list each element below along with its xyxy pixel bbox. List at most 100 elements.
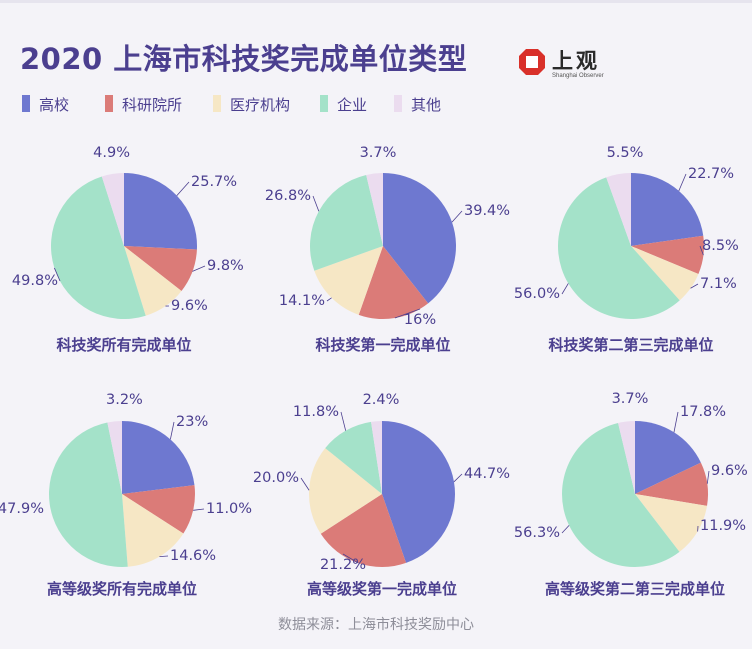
data-label: 17.8% [680, 404, 726, 420]
leader-line [170, 421, 175, 440]
pie-slice-企业 [51, 176, 146, 319]
legend-label: 企业 [337, 96, 368, 114]
pie-slice-高校 [124, 173, 197, 250]
pie-chart: 17.8% 9.6% 11.9% 56.3% 3.7% 高等级奖第二第三完成单位 [514, 391, 748, 598]
pie-slice-其他 [618, 421, 635, 494]
pie-slice-医疗机构 [309, 448, 382, 534]
pie-slice-高校 [382, 421, 455, 563]
leader-line [159, 555, 169, 558]
leader-line [300, 477, 310, 491]
data-label: 23% [176, 414, 208, 430]
pie-slice-企业 [325, 421, 382, 494]
data-label: 3.7% [612, 391, 649, 407]
leader-line [699, 245, 704, 256]
chart-title: 高等级奖所有完成单位 [47, 580, 197, 598]
data-label: 4.9% [93, 145, 130, 161]
pie-slice-科研院所 [122, 485, 195, 534]
data-label: 9.6% [171, 298, 208, 314]
pie-slice-科研院所 [635, 462, 709, 506]
pie-slice-医疗机构 [124, 246, 182, 316]
brand-name: 上观 [552, 49, 600, 73]
data-label: 25.7% [191, 174, 237, 190]
legend-label: 高校 [39, 96, 70, 114]
data-label: 56.3% [514, 525, 560, 541]
data-label: 3.2% [106, 392, 143, 408]
chart-title: 科技奖第二第三完成单位 [548, 336, 713, 354]
leader-line [312, 195, 320, 212]
pie-slice-高校 [383, 173, 456, 304]
pie-slice-科研院所 [124, 246, 197, 291]
data-label: 39.4% [464, 203, 510, 219]
data-label: 11.9% [700, 518, 746, 534]
pie-slice-其他 [366, 173, 383, 246]
data-label: 16% [404, 312, 436, 328]
data-label: 3.7% [360, 145, 397, 161]
page-title: 2020 上海市科技奖完成单位类型 [20, 42, 468, 76]
pie-slice-科研院所 [358, 246, 429, 319]
data-label: 49.8% [12, 273, 58, 289]
legend-label: 其他 [411, 96, 442, 114]
leader-line [561, 525, 570, 534]
data-label: 7.1% [700, 276, 737, 292]
leader-line [451, 210, 463, 223]
data-label: 20.0% [253, 470, 299, 486]
pie-slice-企业 [48, 422, 128, 568]
data-label: 2.4% [363, 392, 400, 408]
legend-swatch [320, 95, 328, 112]
leader-line [340, 411, 347, 431]
data-source: 数据来源：上海市科技奖励中心 [278, 617, 474, 633]
pie-slice-高校 [635, 421, 701, 494]
legend-swatch [105, 95, 113, 112]
pie-slice-企业 [310, 174, 383, 271]
leader-line [678, 173, 687, 192]
pie-chart: 25.7% 9.8% 9.6% 49.8% 4.9% 科技奖所有完成单位 [12, 145, 244, 354]
data-label: 14.6% [170, 548, 216, 564]
leader-line [192, 265, 206, 272]
legend-swatch [213, 95, 221, 112]
pie-slice-其他 [606, 173, 631, 246]
legend-label: 科研院所 [122, 96, 183, 114]
pie-slice-高校 [122, 421, 195, 494]
chart-title: 科技奖所有完成单位 [56, 336, 191, 354]
data-label: 47.9% [0, 501, 44, 517]
leader-line [394, 308, 421, 319]
data-label: 5.5% [607, 145, 644, 161]
pie-slice-医疗机构 [122, 494, 184, 567]
data-label: 9.6% [711, 463, 748, 479]
pie-slice-医疗机构 [314, 246, 383, 315]
brand-subtitle: Shanghai Observer [552, 73, 604, 79]
data-label: 21.2% [320, 557, 366, 573]
leader-line [706, 470, 710, 484]
leader-line [176, 181, 190, 196]
pie-slice-其他 [107, 421, 122, 494]
chart-title: 科技奖第一完成单位 [315, 336, 450, 354]
leader-line [690, 283, 699, 289]
legend-label: 医疗机构 [230, 96, 291, 114]
leader-line [561, 283, 569, 295]
data-label: 22.7% [688, 166, 734, 182]
leader-line [193, 508, 205, 511]
chart-title: 高等级奖第一完成单位 [307, 580, 457, 598]
pie-slice-企业 [562, 422, 680, 567]
pie-chart: 44.7% 21.2% 20.0% 11.8% 2.4% 高等级奖第一完成单位 [253, 392, 510, 598]
pie-slice-医疗机构 [635, 494, 708, 552]
leader-line [673, 411, 679, 433]
leader-line [54, 267, 61, 282]
leader-line [326, 297, 332, 302]
pie-slice-其他 [371, 421, 382, 494]
pie-slice-医疗机构 [631, 246, 699, 301]
brand-octagon-icon [519, 49, 545, 75]
data-label: 8.5% [702, 238, 739, 254]
legend-swatch [394, 95, 402, 112]
data-label: 44.7% [464, 466, 510, 482]
data-label: 11.0% [206, 501, 252, 517]
data-label: 26.8% [265, 188, 311, 204]
pie-slice-企业 [558, 177, 680, 319]
pie-chart: 22.7% 8.5% 7.1% 56.0% 5.5% 科技奖第二第三完成单位 [514, 145, 739, 354]
top-border [0, 0, 752, 3]
data-label: 11.8% [293, 404, 339, 420]
chart-title: 高等级奖第二第三完成单位 [545, 580, 725, 598]
data-label: 56.0% [514, 286, 560, 302]
data-label: 14.1% [279, 293, 325, 309]
